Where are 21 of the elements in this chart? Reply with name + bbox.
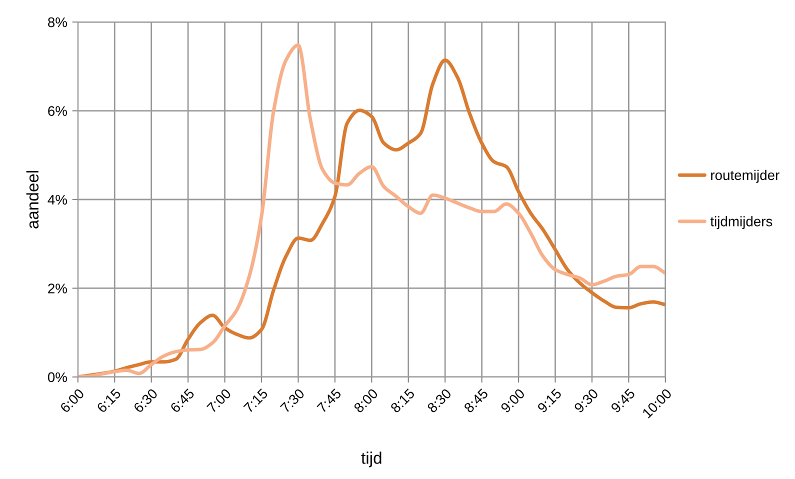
x-tick-label: 9:30 <box>574 388 599 414</box>
y-tick-label: 8% <box>48 17 67 28</box>
legend-label: routemijder <box>711 170 780 183</box>
x-tick-label: 6:30 <box>132 388 158 414</box>
x-tick-label: 6:45 <box>170 388 195 414</box>
x-tick-label: 7:45 <box>316 388 342 414</box>
x-tick-label: 8:00 <box>353 388 378 414</box>
x-tick-label: 9:00 <box>500 388 526 414</box>
y-tick-label: 4% <box>48 194 67 205</box>
x-tick-label: 6:15 <box>96 388 122 414</box>
x-axis-title: tijd <box>361 452 382 468</box>
x-tick-label: 8:30 <box>426 388 452 414</box>
y-tick-label: 2% <box>48 284 67 294</box>
y-tick-label: 0% <box>48 372 67 382</box>
y-axis-title: aandeel <box>26 170 39 228</box>
x-tick-label: 7:15 <box>243 388 268 414</box>
x-tick-label: 7:30 <box>280 388 306 414</box>
x-tick-label: 6:00 <box>60 388 85 414</box>
legend-label: tijdmijders <box>710 216 772 230</box>
y-tick-label: 6% <box>48 106 67 116</box>
x-tick-label: 7:00 <box>206 388 232 414</box>
